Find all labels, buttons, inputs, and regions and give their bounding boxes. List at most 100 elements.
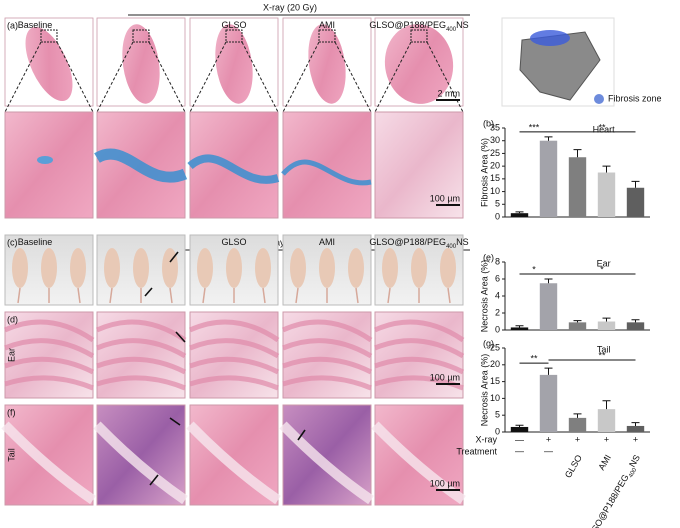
significance-label: ** xyxy=(598,122,606,132)
mouse xyxy=(411,248,427,288)
scale-bar-label: 100 µm xyxy=(430,193,460,203)
mouse xyxy=(41,248,57,288)
tissue-band xyxy=(189,375,279,391)
error-bar xyxy=(544,278,553,284)
zoom-box xyxy=(318,29,336,43)
tissue-band xyxy=(282,356,373,375)
treatment-cell: — xyxy=(515,446,524,456)
arrow xyxy=(149,474,159,486)
xray-cell: + xyxy=(633,434,638,444)
group-label-part: 400 xyxy=(446,27,457,33)
group-label: Baseline xyxy=(18,237,53,247)
heart-section xyxy=(384,24,454,104)
fibrosis-zone xyxy=(530,30,570,46)
mouse xyxy=(440,248,456,288)
zoom-line xyxy=(374,41,412,113)
error-bar xyxy=(631,319,640,323)
bar xyxy=(510,327,529,330)
tissue-band xyxy=(282,375,372,391)
y-tick-label: 6 xyxy=(495,273,500,283)
fibrosis-stain xyxy=(281,159,372,186)
fibrosis-stain xyxy=(37,156,53,164)
y-tick-label: 10 xyxy=(490,393,500,403)
y-tick-label: 0 xyxy=(495,324,500,334)
group-label: GLSO@P188/PEG400NS xyxy=(369,20,468,32)
zoom-box xyxy=(40,29,58,43)
zoom-box xyxy=(132,29,150,43)
significance-label: ** xyxy=(598,350,606,360)
group-label-part: GLSO@P188/PEG xyxy=(369,20,446,30)
zoom-line xyxy=(56,41,94,113)
tissue-band xyxy=(4,375,94,391)
panel-letter: (e) xyxy=(483,252,494,262)
bar xyxy=(626,425,645,432)
bar xyxy=(568,417,587,432)
bar xyxy=(510,213,529,217)
panel-letter: (f) xyxy=(7,407,16,417)
treatment-cell-part: — xyxy=(515,446,524,456)
panel-letter: (a) xyxy=(7,20,18,30)
xray-cell: + xyxy=(604,434,609,444)
group-label: GLSO xyxy=(221,20,246,30)
chart-title: Ear xyxy=(597,258,611,268)
arrow xyxy=(169,417,181,426)
scale-bar-label: 2 mm xyxy=(438,88,461,98)
treatment-cell: — xyxy=(544,446,553,456)
error-bar xyxy=(515,424,524,427)
table-row-name: Treatment xyxy=(456,446,497,456)
treatment-cell: AMI xyxy=(597,453,614,472)
tissue-band xyxy=(96,338,187,359)
zoom-line xyxy=(148,41,186,113)
legend-label: Fibrosis zone xyxy=(608,93,662,103)
mouse-tail xyxy=(169,287,173,304)
heart-section xyxy=(25,26,73,102)
treatment-cell-part: GLSO xyxy=(563,453,584,480)
bar xyxy=(539,374,558,432)
group-label-part: NS xyxy=(456,237,469,247)
scale-bar-label: 100 µm xyxy=(430,478,460,488)
y-tick-label: 35 xyxy=(490,122,500,132)
mouse-tail xyxy=(202,287,206,304)
bar xyxy=(568,157,587,217)
y-tick-label: 25 xyxy=(490,342,500,352)
tissue-band xyxy=(374,356,465,375)
y-axis-label: Fibrosis Area (%) xyxy=(479,138,489,207)
bar xyxy=(568,322,587,330)
bar xyxy=(539,140,558,217)
panel-letter: (b) xyxy=(483,118,494,128)
tissue-band xyxy=(371,421,466,505)
y-tick-label: 10 xyxy=(490,186,500,196)
zoom-box xyxy=(410,29,428,43)
histology-image xyxy=(374,111,464,219)
y-tick-label: 0 xyxy=(495,211,500,221)
y-tick-label: 25 xyxy=(490,148,500,158)
error-bar xyxy=(602,400,611,410)
treatment-cell: GLSO@P188/PEG400NS xyxy=(584,453,644,528)
panel-letter: (d) xyxy=(7,314,18,324)
mouse xyxy=(319,248,335,288)
tissue-band xyxy=(95,319,187,343)
fibrosis-stain xyxy=(94,148,188,183)
tissue-band xyxy=(188,319,280,343)
mouse xyxy=(104,248,120,288)
mouse xyxy=(70,248,86,288)
group-label-part: GLSO xyxy=(221,237,246,247)
zoom-line xyxy=(96,41,134,113)
zoom-line xyxy=(334,41,372,113)
arrow xyxy=(144,287,153,297)
error-bar xyxy=(602,317,611,322)
significance-label: * xyxy=(532,264,536,274)
mouse-tail xyxy=(295,287,299,304)
mouse xyxy=(197,248,213,288)
y-tick-label: 5 xyxy=(495,199,500,209)
mouse xyxy=(348,248,364,288)
group-label: AMI xyxy=(319,20,335,30)
tissue-band xyxy=(282,338,373,359)
tissue-band xyxy=(374,338,465,359)
mouse-tail xyxy=(17,287,21,304)
bar xyxy=(539,283,558,330)
mouse-tail xyxy=(355,287,359,304)
zoom-line xyxy=(4,41,42,113)
xray-cell: — xyxy=(515,434,524,444)
